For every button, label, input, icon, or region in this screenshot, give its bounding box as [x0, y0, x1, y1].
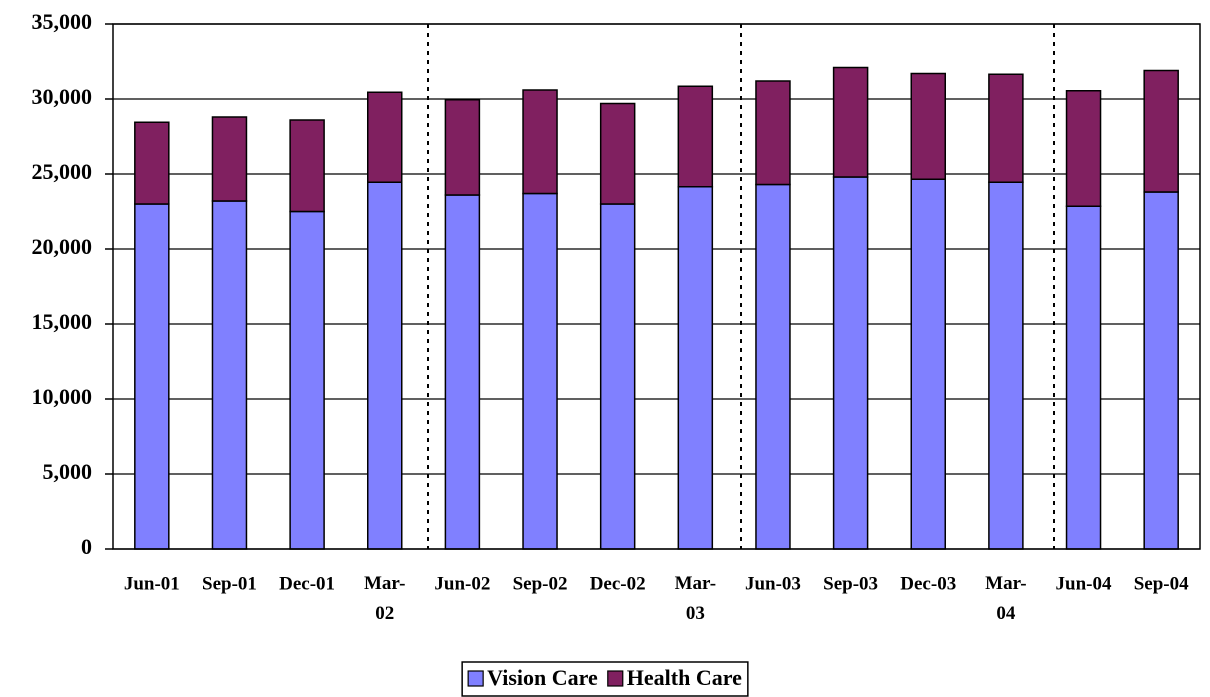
- y-tick-label: 25,000: [32, 159, 93, 184]
- bar-segment: [211, 116, 248, 202]
- legend-label: Health Care: [627, 665, 742, 690]
- bar-segment: [677, 186, 714, 550]
- y-tick-label: 30,000: [32, 84, 93, 109]
- bar-segment: [134, 203, 170, 550]
- bar-segment: [599, 203, 636, 550]
- bar-segment: [522, 89, 558, 195]
- y-tick-label: 15,000: [32, 309, 93, 334]
- bar-segment: [599, 102, 636, 205]
- bar-segment: [988, 73, 1024, 183]
- legend-box: [461, 661, 749, 697]
- x-tick-label: Sep-03: [823, 573, 878, 594]
- bar-segment: [367, 91, 403, 183]
- x-tick-label: Dec-02: [590, 573, 646, 594]
- bar-segment: [289, 119, 325, 213]
- grid: [113, 23, 1200, 550]
- x-tick-label: Jun-01: [124, 573, 180, 594]
- bar-segment: [134, 121, 170, 205]
- bar-segment: [832, 176, 869, 550]
- y-tick-label: 35,000: [32, 9, 93, 34]
- x-tick-label: Dec-01: [279, 573, 335, 594]
- bar-segment: [832, 66, 869, 178]
- x-tick-label: Jun-03: [745, 573, 801, 594]
- bar-segment: [988, 181, 1024, 550]
- bar-segment: [910, 72, 946, 180]
- x-tick-label: Sep-04: [1134, 573, 1189, 594]
- bar-segment: [1065, 90, 1102, 207]
- y-tick-label: 20,000: [32, 234, 93, 259]
- y-tick-label: 5,000: [43, 459, 93, 484]
- bar-segment: [677, 85, 714, 188]
- y-tick-label: 0: [81, 534, 92, 559]
- y-tick-label: 10,000: [32, 384, 93, 409]
- bar-segment: [444, 99, 481, 196]
- bar-segment: [289, 210, 325, 550]
- bar-segment: [367, 181, 403, 550]
- legend-swatch: [607, 670, 624, 687]
- x-tick-label: Mar-02: [364, 573, 406, 624]
- legend-label: Vision Care: [487, 665, 598, 690]
- x-tick-label: Mar-03: [675, 573, 717, 624]
- x-tick-label: Sep-02: [513, 573, 568, 594]
- x-tick-label: Sep-01: [202, 573, 257, 594]
- bars: [134, 66, 1179, 550]
- bar-segment: [1143, 69, 1179, 193]
- bar-segment: [522, 192, 558, 550]
- x-tick-label: Mar-04: [985, 573, 1027, 624]
- bar-segment: [755, 183, 791, 550]
- plot-frame: [112, 23, 1201, 550]
- legend-swatch: [467, 670, 484, 687]
- x-tick-label: Jun-04: [1056, 573, 1112, 594]
- bar-segment: [1143, 191, 1179, 550]
- bar-segment: [444, 194, 481, 550]
- x-tick-label: Dec-03: [900, 573, 956, 594]
- bar-segment: [755, 80, 791, 186]
- x-tick-label: Jun-02: [434, 573, 490, 594]
- bar-segment: [910, 178, 946, 550]
- bar-segment: [211, 200, 248, 550]
- bar-segment: [1065, 205, 1102, 550]
